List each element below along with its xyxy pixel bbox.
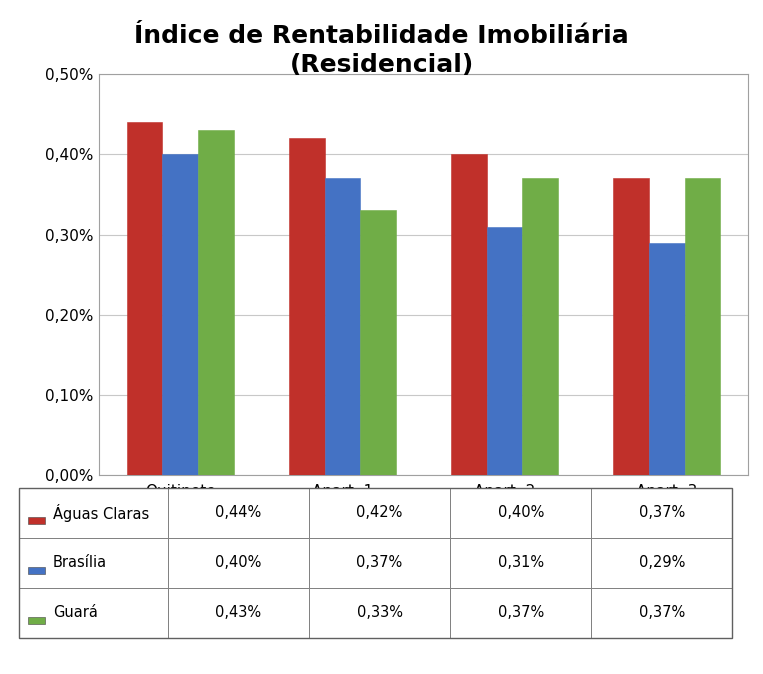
Bar (309, 538, 450, 588)
Text: 0,29%: 0,29% (639, 555, 685, 570)
Bar (163, 154, 198, 475)
Bar (198, 130, 233, 475)
Bar (684, 179, 720, 475)
Bar (19, 488, 732, 638)
Bar (19, 488, 168, 538)
Bar (168, 488, 309, 538)
Bar (450, 488, 591, 538)
Text: 0,37%: 0,37% (497, 605, 544, 620)
Text: 0,42%: 0,42% (356, 505, 403, 520)
Bar (28, 567, 45, 574)
Text: Brasília: Brasília (53, 555, 107, 570)
Text: 0,37%: 0,37% (639, 605, 685, 620)
Bar (451, 154, 487, 475)
Text: 0,31%: 0,31% (497, 555, 544, 570)
Text: Águas Claras: Águas Claras (53, 503, 149, 522)
Bar (168, 538, 309, 588)
Bar (309, 488, 450, 538)
Bar (289, 138, 324, 475)
Bar (450, 588, 591, 638)
Bar (19, 538, 168, 588)
Bar (28, 517, 45, 524)
Bar (360, 210, 396, 475)
Bar (309, 588, 450, 638)
Bar (591, 538, 732, 588)
Bar (649, 243, 684, 475)
Text: 0,43%: 0,43% (215, 605, 262, 620)
Bar (591, 488, 732, 538)
Text: 0,37%: 0,37% (639, 505, 685, 520)
Bar (523, 179, 558, 475)
Bar (168, 588, 309, 638)
Bar (591, 588, 732, 638)
Bar (613, 179, 649, 475)
Bar (28, 617, 45, 623)
Text: Guará: Guará (53, 605, 98, 620)
Text: 0,40%: 0,40% (215, 555, 262, 570)
Bar (324, 179, 360, 475)
Text: 0,40%: 0,40% (497, 505, 544, 520)
Text: 0,33%: 0,33% (356, 605, 403, 620)
Bar (487, 226, 523, 475)
Bar (450, 538, 591, 588)
Text: 0,37%: 0,37% (356, 555, 403, 570)
Bar (127, 122, 163, 475)
Bar (19, 588, 168, 638)
Text: 0,44%: 0,44% (215, 505, 262, 520)
Text: Índice de Rentabilidade Imobiliária
(Residencial): Índice de Rentabilidade Imobiliária (Res… (134, 24, 629, 78)
